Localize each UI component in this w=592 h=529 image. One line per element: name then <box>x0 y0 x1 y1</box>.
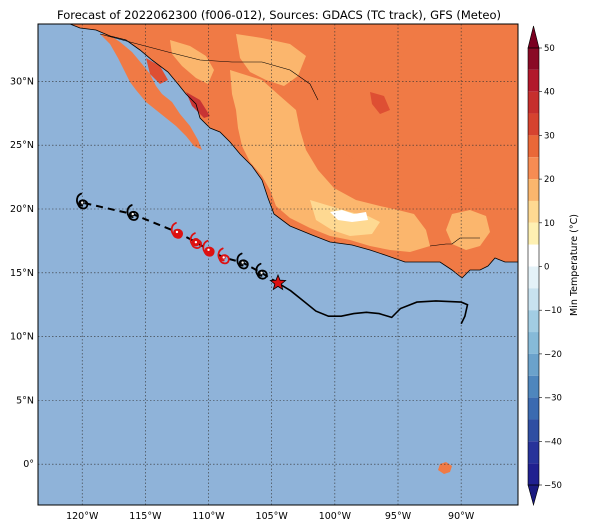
land-hot-sonora <box>146 58 168 84</box>
land-yucatan <box>300 24 518 262</box>
colorbar-tick-label: 0 <box>544 263 549 273</box>
colorbar-bin <box>528 157 539 180</box>
x-axis-ticks: 120°W 115°W 110°W 105°W 100°W 95°W 90°W <box>66 511 475 522</box>
map-frame <box>37 23 519 506</box>
y-axis-ticks: 0° 5°N 10°N 15°N 20°N 25°N 30°N <box>10 76 34 470</box>
colorbar-bin <box>528 441 539 464</box>
lon-tick-label: 100°W <box>319 511 352 522</box>
colorbar-bin <box>528 332 539 354</box>
colorbar-bin <box>528 419 539 442</box>
colorbar-over-arrow <box>527 25 540 49</box>
storm-icons <box>76 192 268 280</box>
lon-tick-label: 110°W <box>192 511 225 522</box>
colorbar-label: Min Temperature (°C) <box>569 214 580 316</box>
land-cool-north <box>236 34 306 86</box>
lon-tick-label: 115°W <box>129 511 162 522</box>
colorbar-tick-label: −20 <box>544 350 562 360</box>
colorbar-bin <box>528 375 539 398</box>
lon-tick-label: 120°W <box>66 511 99 522</box>
past-track-line <box>277 282 469 325</box>
land-cool-northwest <box>170 40 214 84</box>
colorbar-bin <box>528 135 539 158</box>
lat-tick-label: 0° <box>23 459 34 470</box>
coastline <box>69 24 518 279</box>
colorbar-tick-label: −10 <box>544 306 562 316</box>
map-content <box>38 24 518 505</box>
cyclone-icon <box>126 204 139 221</box>
colorbar-tick-label: −40 <box>544 437 562 447</box>
cyclone-icon <box>202 239 215 257</box>
lat-tick-label: 5°N <box>16 395 34 406</box>
lat-tick-label: 25°N <box>10 140 34 151</box>
colorbar-tick-label: 20 <box>544 175 555 185</box>
colorbar-tick-label: 40 <box>544 88 555 98</box>
land-very-hot-sinaloa <box>186 92 210 118</box>
lat-tick-label: 15°N <box>10 268 34 279</box>
colorbar-tick-label: −50 <box>544 481 562 491</box>
lon-tick-label: 90°W <box>448 511 475 522</box>
lon-tick-label: 105°W <box>256 511 289 522</box>
cyclone-icon <box>76 192 89 210</box>
colorbar-bin <box>528 179 539 201</box>
colorbar-bin <box>528 463 539 485</box>
colorbar-tick-label: −30 <box>544 394 562 404</box>
current-position-star <box>269 273 287 291</box>
colorbar-bin <box>528 113 539 136</box>
colorbar-bin <box>528 69 539 92</box>
land-hot-gulf <box>370 92 390 114</box>
colorbar-bin <box>528 48 539 70</box>
cyclone-icon <box>170 222 183 239</box>
land-cold-peaks <box>330 210 368 222</box>
colorbar-tick-label: 30 <box>544 131 555 141</box>
lat-tick-label: 30°N <box>10 76 34 87</box>
colorbar-under-arrow <box>527 484 540 507</box>
colorbar-bin <box>528 288 539 311</box>
cyclone-icon <box>255 262 268 280</box>
land-galapagos <box>438 462 452 474</box>
cyclone-icon <box>217 247 230 265</box>
colorbar: 50 40 30 20 10 0 −10 −20 −30 −40 −50 <box>527 25 562 507</box>
land-baja <box>100 34 202 150</box>
lat-tick-label: 20°N <box>10 204 34 215</box>
lat-tick-label: 10°N <box>10 332 34 343</box>
colorbar-tick-label: 50 <box>544 44 555 54</box>
colorbar-bin <box>528 200 539 223</box>
graticule <box>38 24 518 505</box>
cyclone-icon <box>189 232 202 249</box>
colorbar-bin <box>528 222 539 245</box>
land-cool-highlands <box>230 70 430 252</box>
colorbar-bin <box>528 397 539 420</box>
country-border-us-mexico <box>99 33 319 101</box>
colorbar-tick-label: 10 <box>544 219 555 229</box>
colorbar-bin <box>528 353 539 376</box>
country-border-mexico-guatemala <box>429 237 480 247</box>
colorbar-bin <box>528 91 539 114</box>
map-title: Forecast of 2022062300 (f006-012), Sourc… <box>57 8 501 22</box>
colorbar-bin <box>528 310 539 333</box>
lon-tick-label: 95°W <box>385 511 412 522</box>
colorbar-bin <box>528 266 539 289</box>
colorbar-bin <box>528 244 539 267</box>
cyclone-icon <box>236 252 249 270</box>
